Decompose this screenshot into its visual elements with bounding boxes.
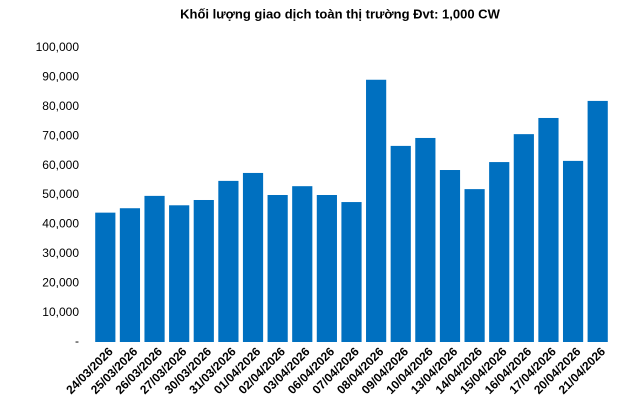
y-tick-label: 70,000 bbox=[42, 128, 79, 142]
bar bbox=[390, 145, 411, 342]
bar bbox=[415, 137, 436, 342]
bar bbox=[341, 202, 362, 342]
y-tick-label: 60,000 bbox=[42, 158, 79, 172]
bar bbox=[292, 186, 313, 342]
bar bbox=[144, 195, 165, 342]
y-tick-label: 90,000 bbox=[42, 70, 79, 84]
y-tick-label: 20,000 bbox=[42, 275, 79, 289]
bar bbox=[193, 199, 214, 342]
bar bbox=[119, 208, 141, 342]
y-tick-label: 30,000 bbox=[42, 246, 79, 260]
bar bbox=[464, 189, 485, 342]
bar bbox=[242, 172, 264, 342]
bar bbox=[489, 162, 510, 342]
bar bbox=[513, 134, 534, 342]
bar bbox=[267, 195, 288, 342]
bar bbox=[316, 195, 337, 342]
y-tick-label: 40,000 bbox=[42, 217, 79, 231]
bar bbox=[366, 79, 387, 342]
y-tick-label: - bbox=[75, 334, 79, 348]
y-tick-label: 50,000 bbox=[42, 187, 79, 201]
chart-title: Khối lượng giao dịch toàn thị trường Đvt… bbox=[180, 6, 500, 21]
bar bbox=[95, 212, 116, 342]
y-tick-label: 100,000 bbox=[36, 40, 80, 54]
bar bbox=[562, 160, 584, 342]
bar bbox=[169, 205, 190, 342]
bar bbox=[218, 180, 239, 342]
bar bbox=[439, 170, 461, 342]
bar bbox=[587, 100, 608, 342]
y-tick-label: 80,000 bbox=[42, 99, 79, 113]
bar bbox=[538, 117, 559, 342]
y-tick-label: 10,000 bbox=[42, 305, 79, 319]
